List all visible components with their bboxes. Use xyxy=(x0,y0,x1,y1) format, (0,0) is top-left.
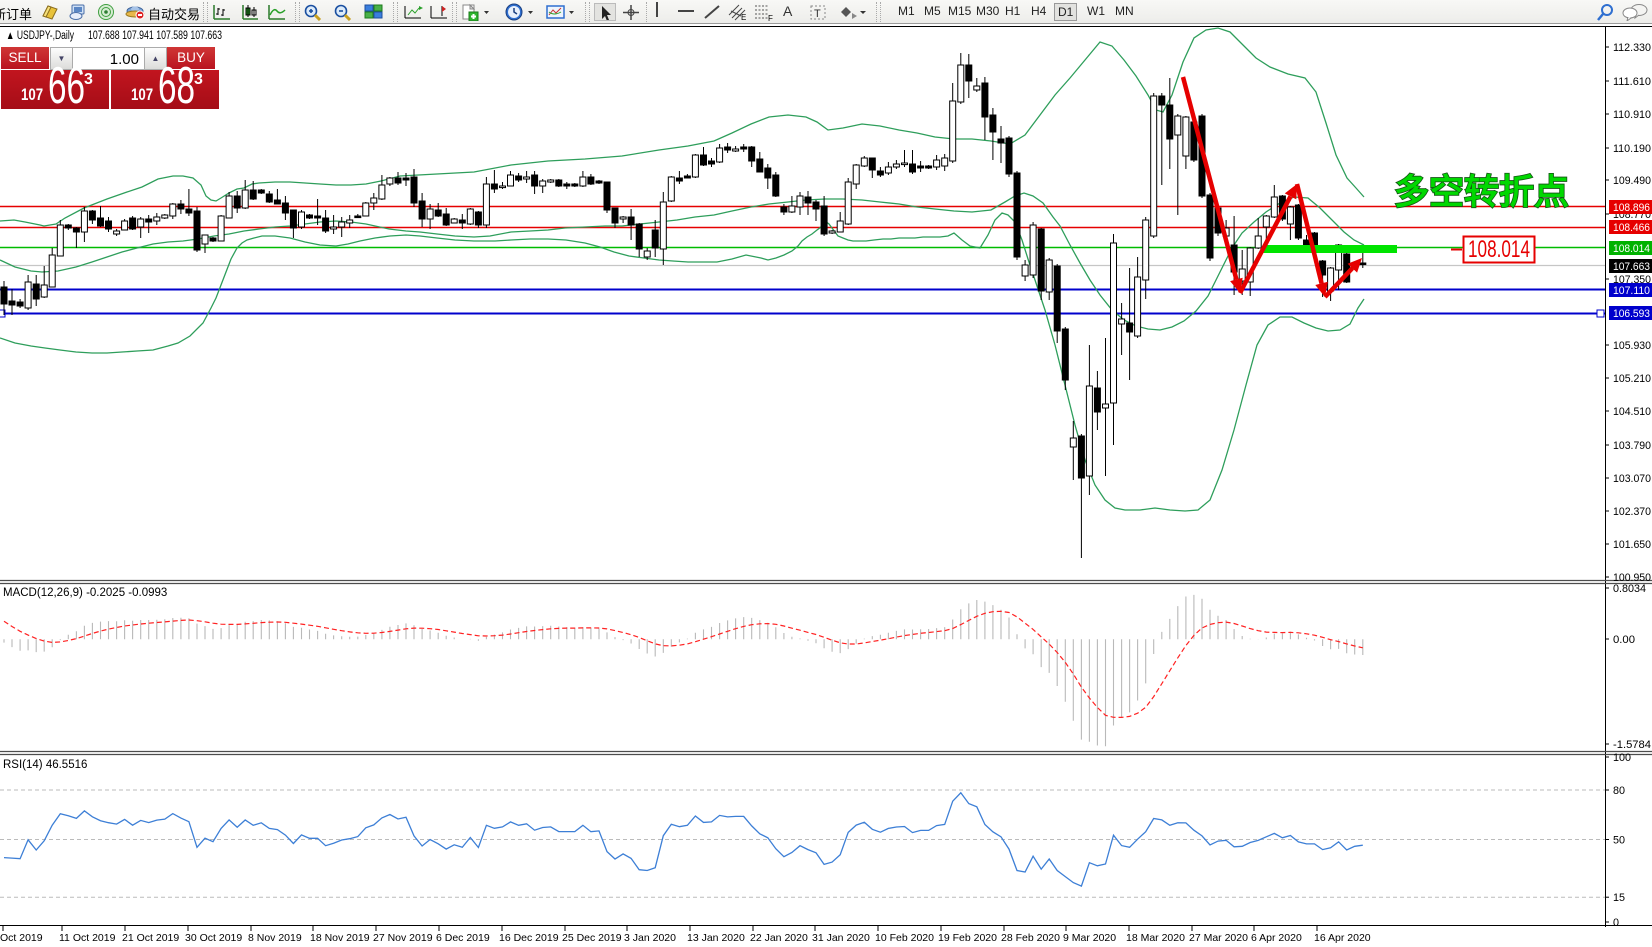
svg-text:103.790: 103.790 xyxy=(1613,440,1651,452)
svg-text:107.688 107.941 107.589 107.66: 107.688 107.941 107.589 107.663 xyxy=(88,30,222,42)
svg-text:21 Oct 2019: 21 Oct 2019 xyxy=(122,932,179,944)
svg-text:80: 80 xyxy=(1613,785,1625,797)
svg-text:105.210: 105.210 xyxy=(1613,373,1651,385)
svg-text:108.014: 108.014 xyxy=(1613,243,1650,255)
svg-text:6 Apr 2020: 6 Apr 2020 xyxy=(1251,932,1302,944)
svg-text:110.910: 110.910 xyxy=(1613,109,1651,121)
svg-text:16 Dec 2019: 16 Dec 2019 xyxy=(499,932,559,944)
svg-text:8 Nov 2019: 8 Nov 2019 xyxy=(248,932,302,944)
svg-text:MACD(12,26,9) -0.2025 -0.0993: MACD(12,26,9) -0.2025 -0.0993 xyxy=(3,587,167,599)
svg-text:多空转折点: 多空转折点 xyxy=(1394,173,1569,212)
svg-text:27 Mar 2020: 27 Mar 2020 xyxy=(1189,932,1248,944)
svg-text:9 Mar 2020: 9 Mar 2020 xyxy=(1063,932,1116,944)
svg-text:3 Jan 2020: 3 Jan 2020 xyxy=(624,932,676,944)
svg-text:13 Jan 2020: 13 Jan 2020 xyxy=(687,932,745,944)
svg-text:15: 15 xyxy=(1613,892,1625,904)
svg-text:Oct 2019: Oct 2019 xyxy=(0,932,43,944)
svg-text:50: 50 xyxy=(1613,835,1625,847)
svg-text:108.014: 108.014 xyxy=(1468,236,1530,263)
svg-text:RSI(14) 46.5516: RSI(14) 46.5516 xyxy=(3,759,87,771)
svg-text:0.00: 0.00 xyxy=(1613,634,1635,646)
svg-text:0: 0 xyxy=(1613,917,1619,929)
svg-text:102.370: 102.370 xyxy=(1613,506,1651,518)
svg-text:107.663: 107.663 xyxy=(1613,261,1650,273)
svg-text:F: F xyxy=(768,14,773,21)
svg-text:27 Nov 2019: 27 Nov 2019 xyxy=(373,932,433,944)
svg-text:10 Feb 2020: 10 Feb 2020 xyxy=(875,932,934,944)
svg-text:100.950: 100.950 xyxy=(1613,572,1651,584)
svg-text:▲ USDJPY-,Daily: ▲ USDJPY-,Daily xyxy=(6,30,74,42)
svg-text:109.490: 109.490 xyxy=(1613,175,1651,187)
svg-text:-1.5784: -1.5784 xyxy=(1613,739,1651,751)
svg-text:18 Mar 2020: 18 Mar 2020 xyxy=(1126,932,1185,944)
svg-text:0.8034: 0.8034 xyxy=(1613,583,1646,595)
svg-text:112.330: 112.330 xyxy=(1613,42,1651,54)
svg-text:103.070: 103.070 xyxy=(1613,473,1651,485)
svg-text:111.610: 111.610 xyxy=(1613,76,1651,88)
svg-text:25 Dec 2019: 25 Dec 2019 xyxy=(562,932,622,944)
svg-text:E: E xyxy=(741,13,746,21)
svg-text:18 Nov 2019: 18 Nov 2019 xyxy=(310,932,370,944)
svg-text:T: T xyxy=(814,8,821,20)
svg-text:106.593: 106.593 xyxy=(1613,308,1650,320)
svg-text:108.896: 108.896 xyxy=(1613,202,1650,214)
svg-text:108.466: 108.466 xyxy=(1613,222,1650,234)
svg-text:19 Feb 2020: 19 Feb 2020 xyxy=(938,932,997,944)
svg-text:16 Apr 2020: 16 Apr 2020 xyxy=(1314,932,1371,944)
svg-text:28 Feb 2020: 28 Feb 2020 xyxy=(1001,932,1060,944)
svg-text:104.510: 104.510 xyxy=(1613,406,1651,418)
svg-text:30 Oct 2019: 30 Oct 2019 xyxy=(185,932,242,944)
svg-text:101.650: 101.650 xyxy=(1613,539,1651,551)
svg-text:11 Oct 2019: 11 Oct 2019 xyxy=(59,932,116,944)
svg-text:105.930: 105.930 xyxy=(1613,340,1651,352)
svg-text:6 Dec 2019: 6 Dec 2019 xyxy=(436,932,490,944)
svg-text:107.110: 107.110 xyxy=(1613,285,1650,297)
svg-text:22 Jan 2020: 22 Jan 2020 xyxy=(750,932,808,944)
svg-text:110.190: 110.190 xyxy=(1613,143,1651,155)
svg-text:31 Jan 2020: 31 Jan 2020 xyxy=(812,932,870,944)
svg-text:100: 100 xyxy=(1613,752,1631,764)
